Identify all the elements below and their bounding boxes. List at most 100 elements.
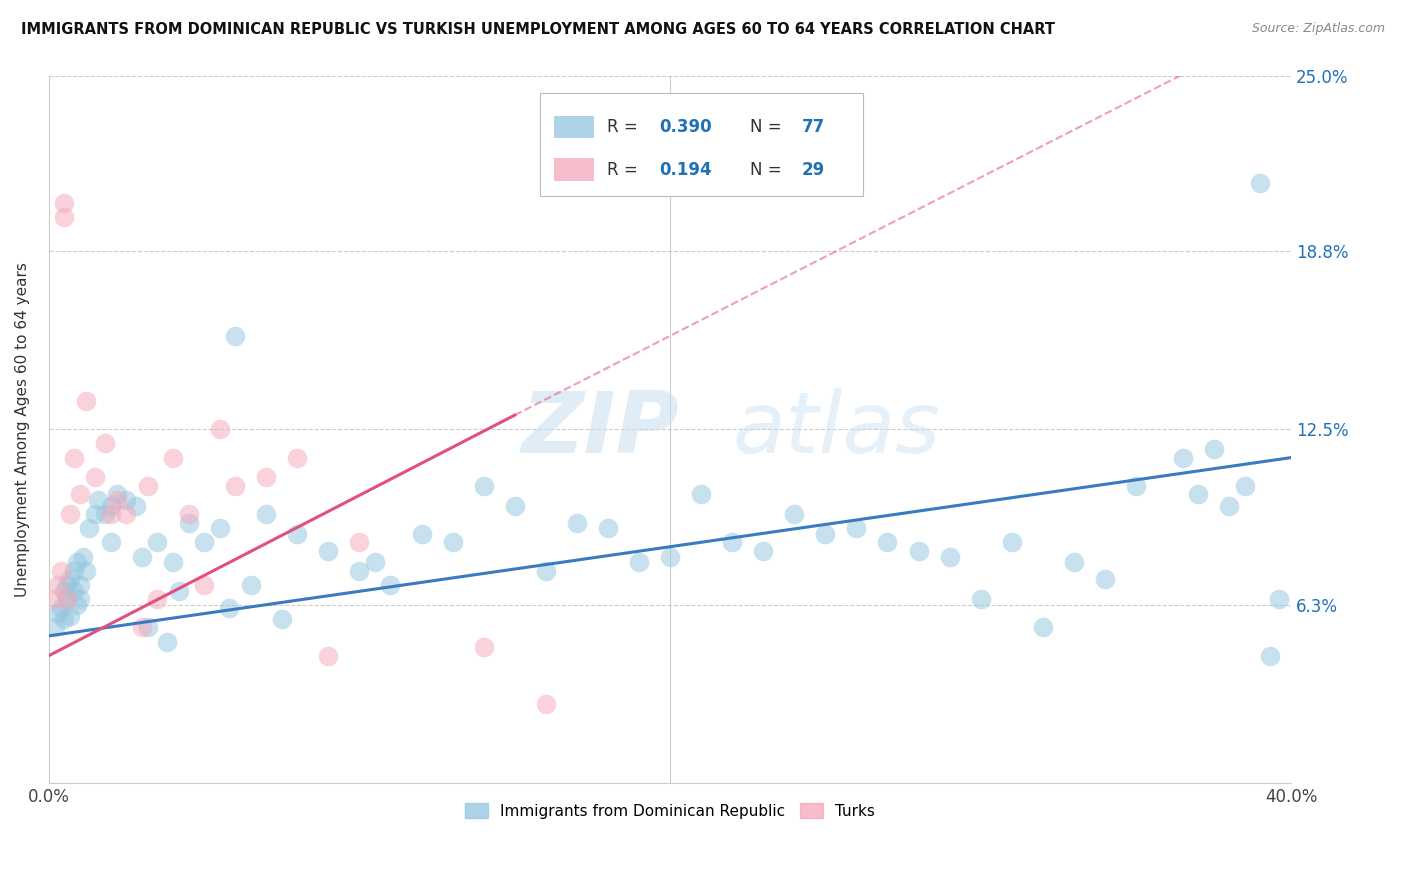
Point xyxy=(105,493,128,508)
Point xyxy=(46,606,69,620)
Point xyxy=(62,564,84,578)
Point xyxy=(46,578,69,592)
Point xyxy=(75,394,97,409)
Text: Source: ZipAtlas.com: Source: ZipAtlas.com xyxy=(1251,22,1385,36)
Point xyxy=(318,648,340,663)
Point xyxy=(876,535,898,549)
Text: 77: 77 xyxy=(801,118,825,136)
Point xyxy=(721,535,744,549)
Legend: Immigrants from Dominican Republic, Turks: Immigrants from Dominican Republic, Turk… xyxy=(458,797,882,825)
Point xyxy=(62,450,84,465)
Point xyxy=(69,487,91,501)
Text: 0.390: 0.390 xyxy=(659,118,711,136)
Point xyxy=(59,507,82,521)
Point xyxy=(100,535,122,549)
Text: N =: N = xyxy=(749,118,786,136)
FancyBboxPatch shape xyxy=(554,158,595,181)
Point xyxy=(349,564,371,578)
Point xyxy=(72,549,94,564)
Point xyxy=(503,499,526,513)
Point xyxy=(100,499,122,513)
Point xyxy=(1125,479,1147,493)
Point xyxy=(752,544,775,558)
Point xyxy=(534,564,557,578)
Point xyxy=(1187,487,1209,501)
Text: atlas: atlas xyxy=(733,388,941,471)
Point xyxy=(66,598,89,612)
Point xyxy=(177,507,200,521)
Point xyxy=(62,583,84,598)
Point xyxy=(125,499,148,513)
Point xyxy=(84,470,107,484)
Point xyxy=(136,479,159,493)
Text: R =: R = xyxy=(606,118,643,136)
Point xyxy=(156,634,179,648)
Point xyxy=(193,535,215,549)
Point xyxy=(938,549,960,564)
Point xyxy=(51,600,73,615)
Point xyxy=(472,479,495,493)
Point xyxy=(1258,648,1281,663)
Point xyxy=(146,592,169,607)
Point xyxy=(1063,555,1085,569)
Point xyxy=(349,535,371,549)
Point xyxy=(239,578,262,592)
Point xyxy=(131,620,153,634)
Point xyxy=(69,592,91,607)
Point xyxy=(380,578,402,592)
Point xyxy=(115,507,138,521)
Point xyxy=(318,544,340,558)
Point xyxy=(1202,442,1225,456)
Point xyxy=(659,549,682,564)
Text: 29: 29 xyxy=(801,161,825,178)
Point xyxy=(285,450,308,465)
Point xyxy=(53,612,76,626)
Point xyxy=(1094,572,1116,586)
Point xyxy=(1268,592,1291,607)
Point xyxy=(845,521,868,535)
Text: N =: N = xyxy=(749,161,786,178)
FancyBboxPatch shape xyxy=(540,93,863,196)
Text: 0.194: 0.194 xyxy=(659,161,711,178)
FancyBboxPatch shape xyxy=(554,116,595,138)
Point xyxy=(146,535,169,549)
Point xyxy=(131,549,153,564)
Point xyxy=(84,507,107,521)
Point xyxy=(177,516,200,530)
Point xyxy=(596,521,619,535)
Point xyxy=(162,555,184,569)
Point xyxy=(1171,450,1194,465)
Point xyxy=(208,521,231,535)
Point xyxy=(814,527,837,541)
Point xyxy=(87,493,110,508)
Point xyxy=(56,592,79,607)
Point xyxy=(136,620,159,634)
Point xyxy=(105,487,128,501)
Point xyxy=(254,470,277,484)
Point xyxy=(627,555,650,569)
Point xyxy=(75,564,97,578)
Point xyxy=(224,479,246,493)
Point xyxy=(93,507,115,521)
Point xyxy=(115,493,138,508)
Point xyxy=(534,697,557,711)
Point xyxy=(1001,535,1024,549)
Point xyxy=(59,609,82,624)
Point xyxy=(270,612,292,626)
Point xyxy=(167,583,190,598)
Point xyxy=(970,592,993,607)
Point xyxy=(69,578,91,592)
Point xyxy=(56,592,79,607)
Point xyxy=(1233,479,1256,493)
Point xyxy=(53,210,76,224)
Point xyxy=(59,572,82,586)
Point xyxy=(224,329,246,343)
Text: ZIP: ZIP xyxy=(522,388,679,471)
Point xyxy=(1032,620,1054,634)
Point xyxy=(472,640,495,655)
Point xyxy=(56,578,79,592)
Point xyxy=(66,555,89,569)
Point xyxy=(100,507,122,521)
Point xyxy=(411,527,433,541)
Point xyxy=(77,521,100,535)
